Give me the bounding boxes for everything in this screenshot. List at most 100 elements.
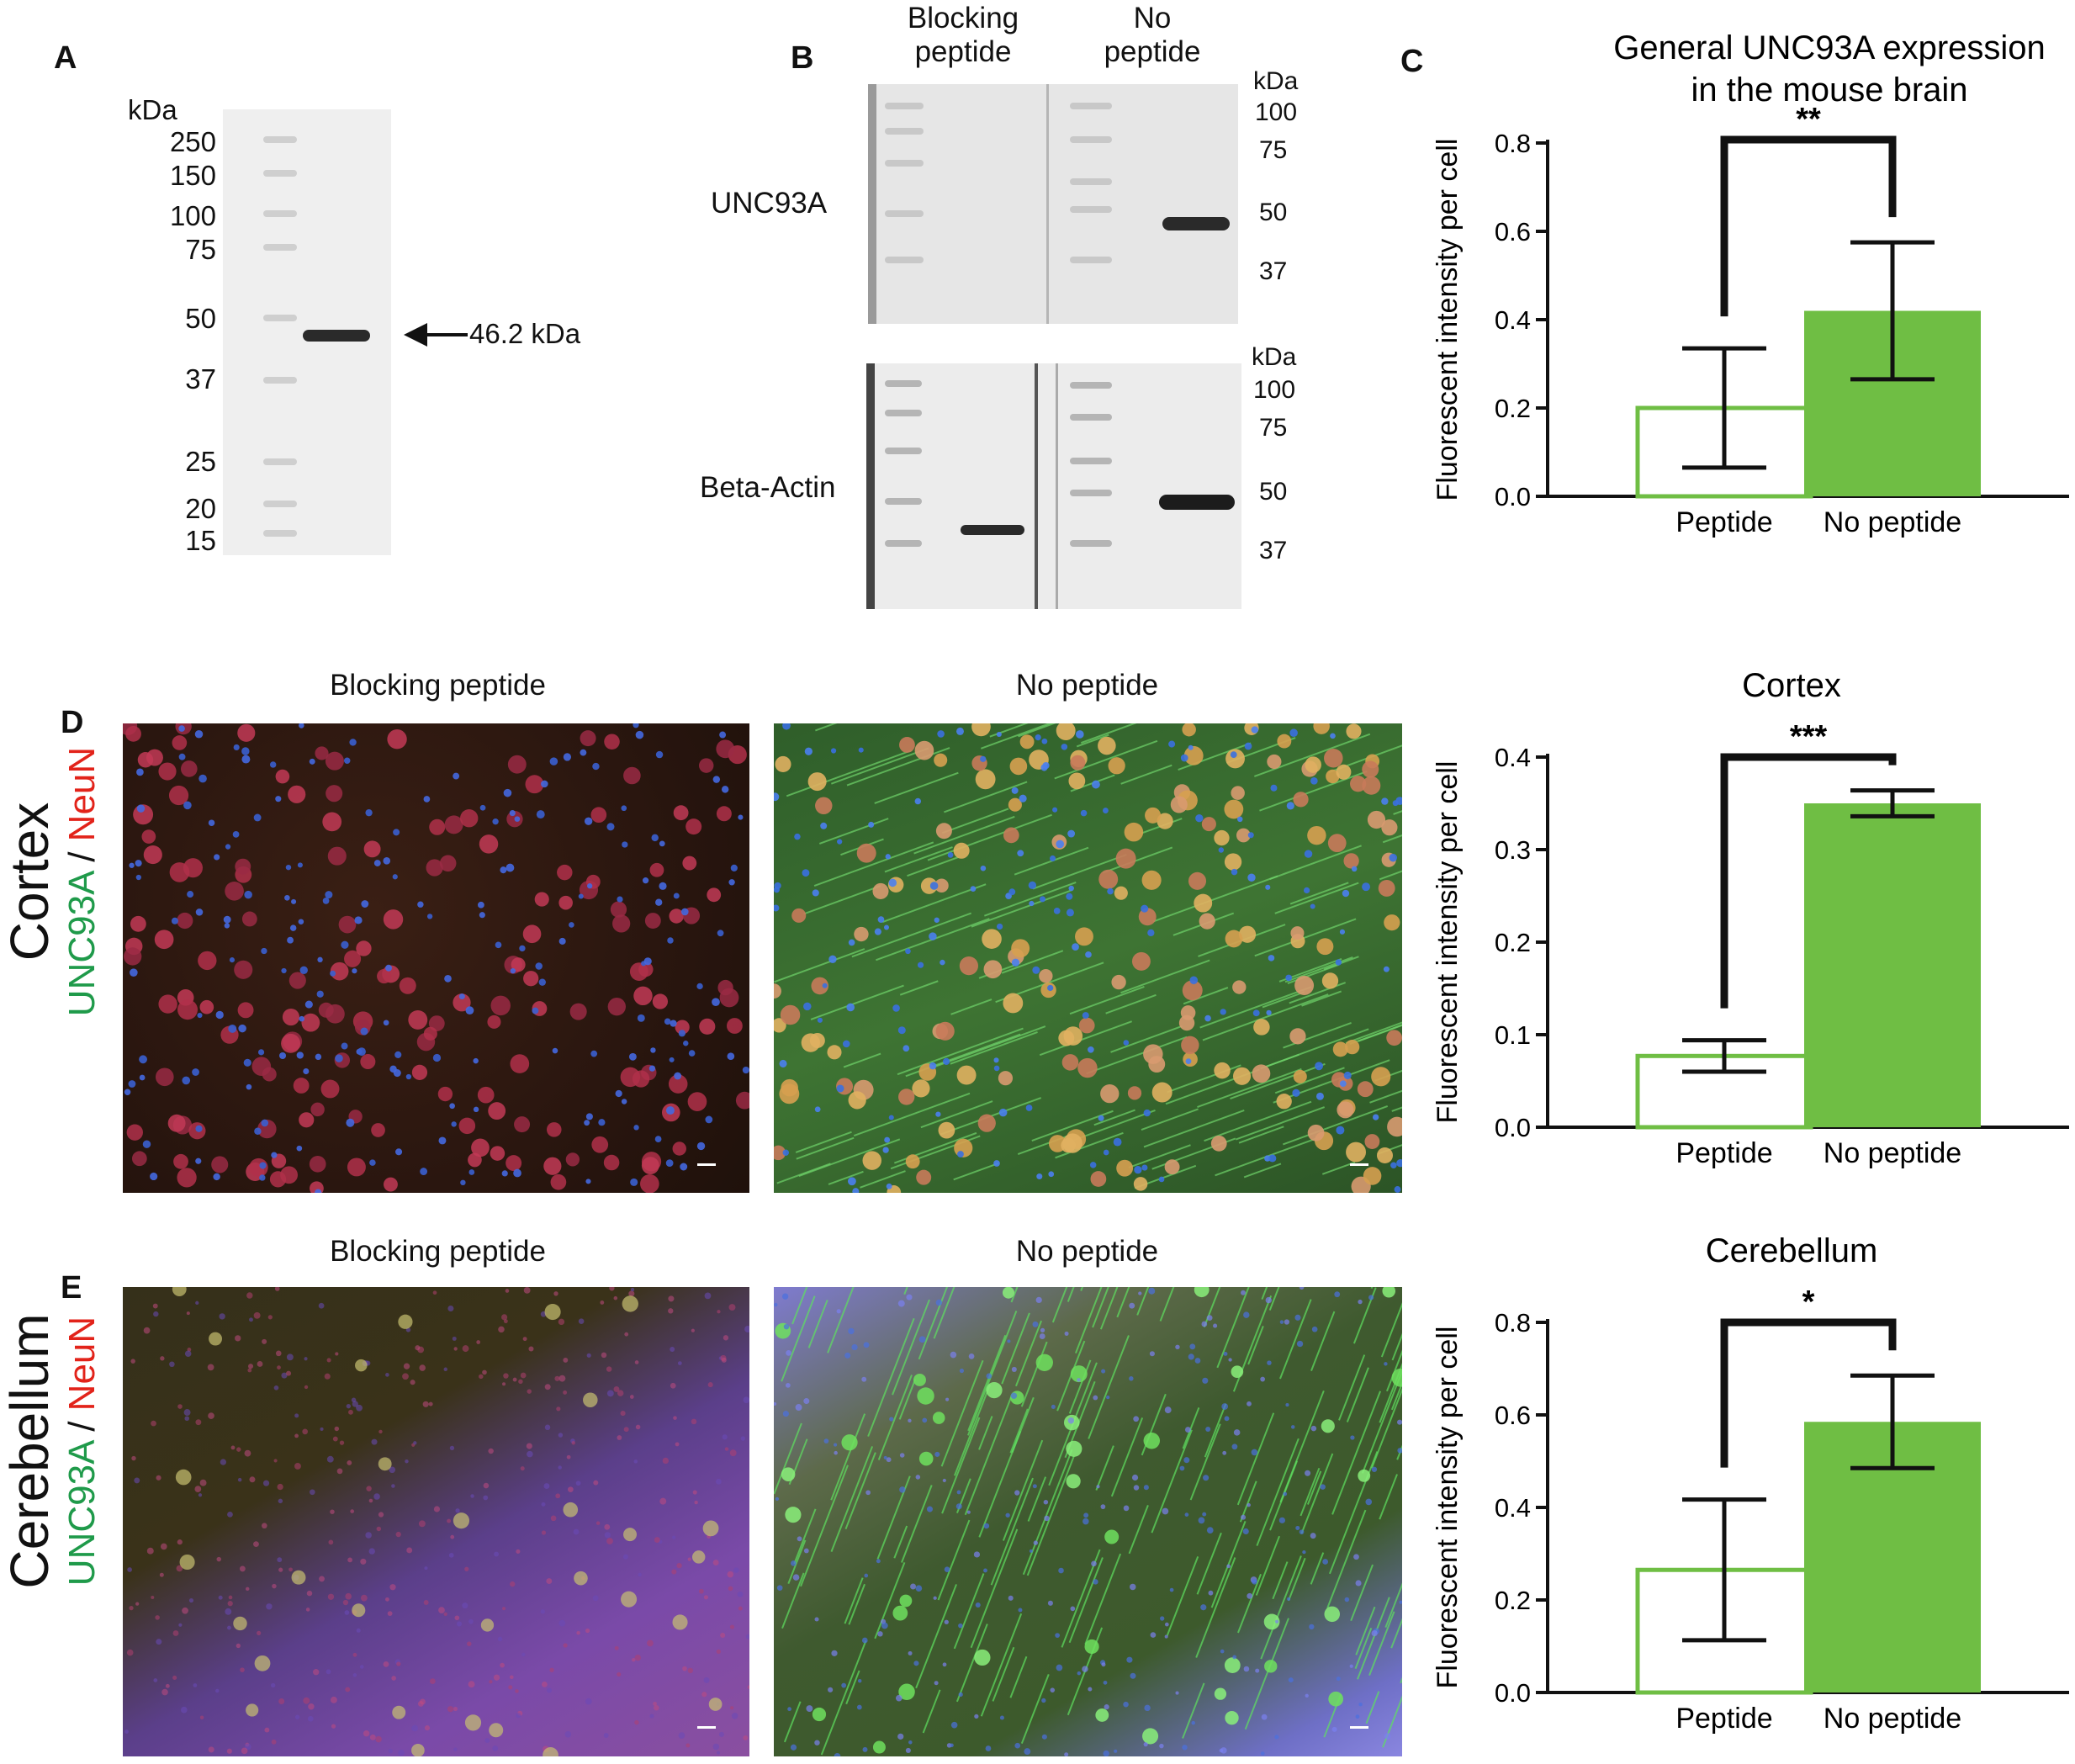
cell bbox=[906, 1294, 913, 1300]
fiber bbox=[1054, 739, 1158, 780]
cell bbox=[277, 1365, 281, 1370]
cell bbox=[655, 898, 663, 906]
cell bbox=[199, 999, 214, 1014]
cell bbox=[940, 959, 945, 966]
cell bbox=[1350, 1435, 1355, 1440]
fiber bbox=[1345, 1021, 1402, 1044]
cell bbox=[318, 1302, 325, 1309]
cell bbox=[385, 964, 392, 972]
cell bbox=[208, 819, 215, 826]
cell bbox=[905, 1154, 920, 1169]
cell bbox=[346, 1403, 352, 1409]
cell bbox=[944, 1619, 949, 1624]
cell bbox=[356, 1628, 361, 1633]
cell bbox=[488, 1448, 494, 1454]
cell bbox=[1373, 1114, 1379, 1120]
cell bbox=[192, 1068, 199, 1076]
cell bbox=[316, 990, 324, 998]
region-label-cortex: Cortex bbox=[0, 802, 60, 961]
cell bbox=[1313, 723, 1330, 734]
stain-green-e: UNC93A bbox=[61, 1442, 103, 1587]
cell bbox=[182, 1076, 191, 1085]
marker-100: 100 bbox=[169, 200, 216, 231]
cell bbox=[1195, 814, 1204, 823]
cell bbox=[1349, 776, 1367, 792]
cell bbox=[716, 1649, 721, 1654]
cell bbox=[1288, 1677, 1294, 1683]
fiber bbox=[1141, 1108, 1199, 1131]
cell bbox=[1088, 1687, 1093, 1692]
cell bbox=[224, 923, 230, 929]
cell bbox=[503, 788, 512, 797]
cell bbox=[1141, 870, 1162, 890]
cell bbox=[1310, 1425, 1317, 1432]
y-tick-label: 0.1 bbox=[1495, 1020, 1531, 1050]
cell bbox=[1231, 786, 1245, 800]
cell bbox=[241, 747, 250, 755]
cell bbox=[1397, 1419, 1402, 1425]
cell bbox=[633, 986, 653, 1006]
cell bbox=[683, 1041, 689, 1046]
cell bbox=[555, 1493, 561, 1499]
cell bbox=[913, 1373, 926, 1386]
cell bbox=[848, 939, 855, 946]
cell bbox=[814, 1617, 819, 1622]
cell bbox=[728, 1304, 736, 1311]
cell bbox=[1322, 1559, 1329, 1565]
cell bbox=[306, 1590, 313, 1597]
cell bbox=[1394, 1186, 1401, 1193]
cell bbox=[523, 971, 539, 987]
cell bbox=[1337, 1101, 1354, 1119]
cell bbox=[632, 1657, 636, 1662]
cell bbox=[297, 862, 303, 868]
cell bbox=[490, 995, 511, 1016]
y-axis-label: Fluorescent intensity per cell bbox=[1432, 761, 1464, 1124]
cell bbox=[438, 1607, 445, 1614]
cell bbox=[1223, 1351, 1228, 1356]
cell bbox=[398, 1749, 405, 1756]
fiber bbox=[971, 889, 1072, 928]
cell bbox=[453, 772, 460, 780]
cell bbox=[723, 1335, 729, 1341]
cell bbox=[1204, 1014, 1211, 1022]
marker-50: 50 bbox=[185, 303, 216, 334]
cell bbox=[834, 1450, 838, 1455]
cell bbox=[462, 1345, 469, 1353]
fiber bbox=[937, 1519, 971, 1601]
cell bbox=[195, 1419, 202, 1426]
cell bbox=[1133, 1416, 1140, 1422]
cell bbox=[612, 914, 631, 933]
fiber bbox=[1329, 1451, 1379, 1575]
fiber bbox=[1199, 986, 1312, 1029]
cell bbox=[1150, 1632, 1157, 1638]
cell bbox=[722, 1434, 728, 1440]
cell bbox=[1261, 1714, 1268, 1720]
fiber bbox=[1238, 1126, 1284, 1144]
cell bbox=[365, 808, 373, 817]
cell bbox=[503, 1319, 508, 1324]
cell bbox=[897, 1026, 906, 1035]
cell bbox=[294, 1413, 299, 1418]
cell bbox=[1061, 744, 1068, 750]
cell bbox=[310, 1102, 325, 1117]
cell bbox=[396, 1661, 401, 1666]
cell bbox=[278, 1698, 285, 1704]
cell bbox=[385, 1597, 389, 1602]
chart-title: in the mouse brain bbox=[1691, 72, 1967, 109]
cell bbox=[920, 877, 938, 894]
cell bbox=[135, 860, 142, 867]
cell bbox=[304, 1357, 308, 1361]
cell bbox=[187, 891, 194, 898]
cell bbox=[792, 1574, 800, 1581]
cell bbox=[1326, 769, 1340, 784]
cell bbox=[782, 1149, 789, 1156]
y-tick-label: 0.2 bbox=[1495, 394, 1531, 423]
cell bbox=[1010, 1392, 1018, 1399]
cell bbox=[146, 749, 163, 766]
cell bbox=[738, 1606, 743, 1611]
cell bbox=[1224, 1657, 1241, 1674]
cell bbox=[569, 922, 574, 928]
cell bbox=[942, 1662, 947, 1667]
cell bbox=[135, 1602, 140, 1606]
